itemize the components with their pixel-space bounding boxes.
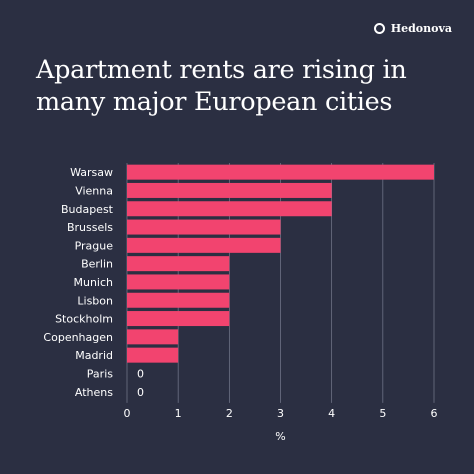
bar <box>127 256 230 272</box>
category-label: Stockholm <box>55 313 113 326</box>
data-label: 0 <box>137 386 144 399</box>
category-label: Copenhagen <box>43 331 113 344</box>
bar <box>127 182 332 198</box>
bar <box>127 274 230 290</box>
category-label: Munich <box>73 276 113 289</box>
bar <box>127 164 434 180</box>
x-tick-label: 3 <box>277 407 284 420</box>
category-label: Madrid <box>75 349 113 362</box>
category-label: Prague <box>75 239 114 252</box>
data-label: 0 <box>137 367 144 380</box>
category-label: Lisbon <box>77 294 113 307</box>
bar <box>127 292 230 308</box>
x-axis-label: % <box>275 430 285 443</box>
bar <box>127 201 332 217</box>
category-label: Vienna <box>75 184 113 197</box>
x-tick-label: 4 <box>328 407 335 420</box>
chart-title: Apartment rents are rising in many major… <box>36 55 407 117</box>
brand-logo: Hedonova <box>373 22 452 35</box>
x-tick-label: 5 <box>379 407 386 420</box>
category-label: Paris <box>87 367 113 380</box>
category-label: Budapest <box>61 203 114 216</box>
category-label: Athens <box>75 386 113 399</box>
brand-name: Hedonova <box>390 22 452 35</box>
bar <box>127 329 179 345</box>
x-tick-label: 2 <box>226 407 233 420</box>
category-label: Warsaw <box>70 166 113 179</box>
x-tick-label: 1 <box>175 407 182 420</box>
bar <box>127 347 179 363</box>
ring-logo-icon <box>373 23 385 34</box>
category-label: Brussels <box>67 221 113 234</box>
bar <box>127 311 230 327</box>
bar <box>127 219 281 235</box>
x-tick-label: 0 <box>124 407 131 420</box>
category-label: Berlin <box>81 258 113 271</box>
x-tick-label: 6 <box>431 407 438 420</box>
bar <box>127 237 281 253</box>
